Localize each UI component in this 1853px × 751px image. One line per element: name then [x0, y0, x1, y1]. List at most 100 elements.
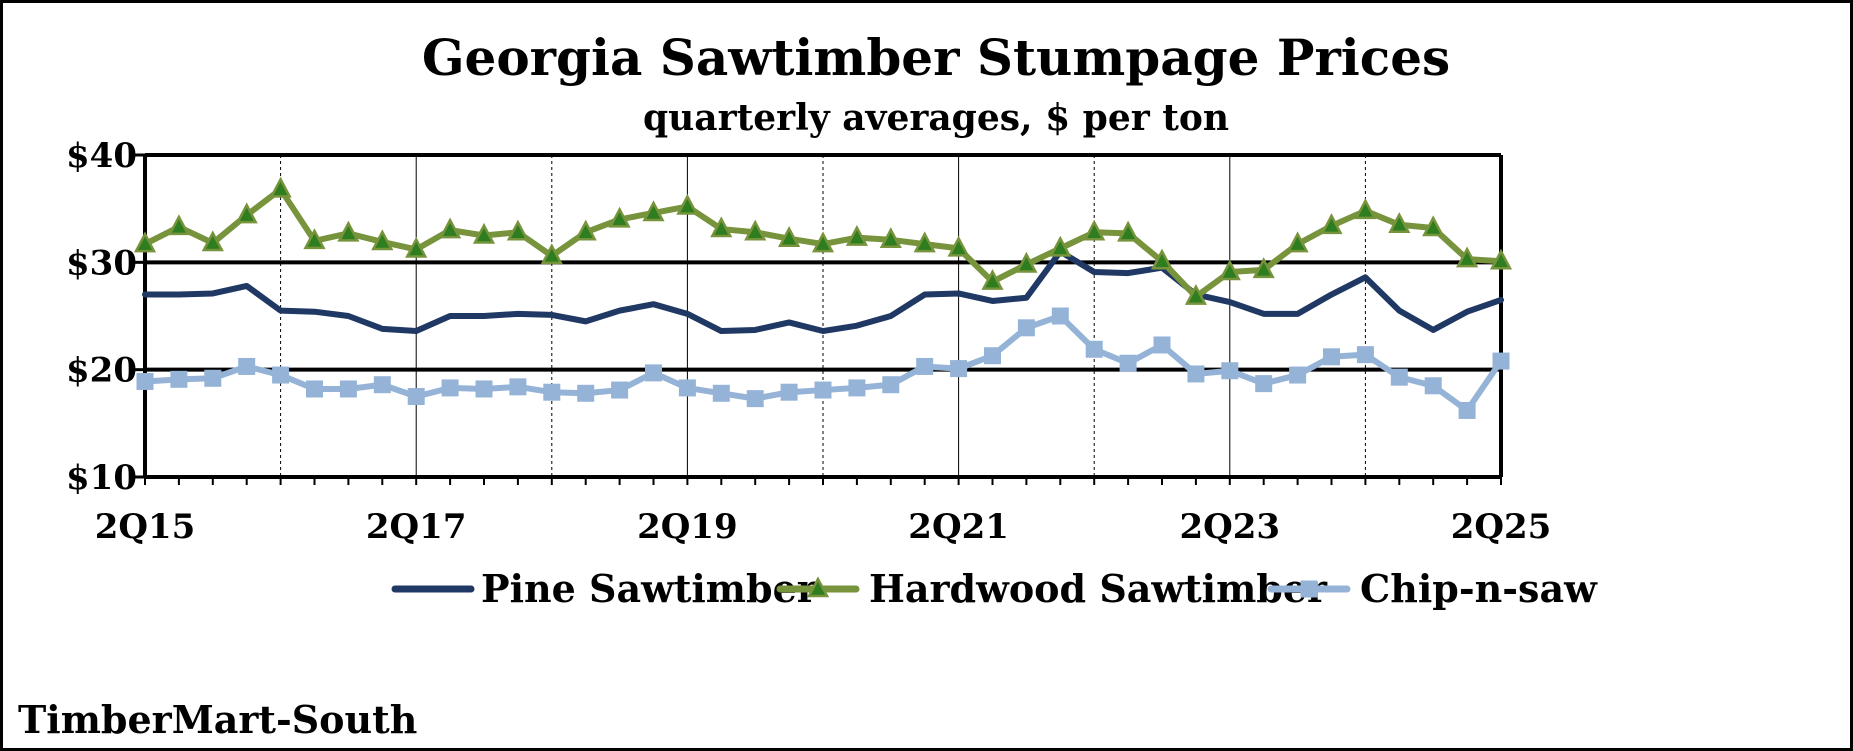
data-point-chip-n-saw: [204, 369, 222, 387]
data-point-hardwood-sawtimber: [1049, 235, 1072, 257]
data-point-chip-n-saw: [170, 370, 188, 388]
data-point-chip-n-saw: [848, 379, 866, 397]
data-point-chip-n-saw: [339, 380, 357, 398]
data-point-chip-n-saw: [950, 360, 968, 378]
data-point-chip-n-saw: [306, 380, 323, 398]
data-point-hardwood-sawtimber: [303, 228, 326, 250]
data-point-chip-n-saw: [543, 383, 561, 401]
y-tick-label: $30: [66, 243, 137, 283]
data-point-hardwood-sawtimber: [1218, 259, 1241, 281]
series-pine-sawtimber: [142, 248, 1504, 335]
legend-item-pine-sawtimber: Pine Sawtimber: [391, 566, 818, 611]
legend-label-pine-sawtimber: Pine Sawtimber: [481, 566, 818, 611]
data-point-hardwood-sawtimber: [337, 220, 360, 242]
data-point-chip-n-saw: [272, 366, 290, 384]
data-point-hardwood-sawtimber: [981, 268, 1004, 290]
data-point-chip-n-saw: [814, 381, 832, 399]
data-point-chip-n-saw: [645, 364, 662, 382]
data-point-hardwood-sawtimber: [1354, 198, 1377, 220]
data-point-hardwood-sawtimber: [472, 222, 496, 244]
data-point-hardwood-sawtimber: [608, 206, 631, 228]
data-point-chip-n-saw: [1289, 366, 1307, 384]
x-tick-label: 2Q19: [637, 507, 738, 547]
data-point-hardwood-sawtimber: [676, 193, 699, 215]
data-point-hardwood-sawtimber: [1184, 284, 1207, 305]
x-tick-label: 2Q21: [908, 507, 1009, 547]
data-point-hardwood-sawtimber: [1015, 251, 1038, 273]
x-axis-tick-labels: 2Q15 2Q17 2Q19 2Q21 2Q23 2Q25: [95, 507, 1552, 547]
y-tick-label: $40: [66, 136, 137, 176]
series-chip-n-saw: [136, 307, 1510, 419]
legend: Pine Sawtimber Hardwood Sawtimber Chip-n-s…: [391, 566, 1598, 611]
y-axis-tick-labels: $10 $20 $30 $40: [66, 136, 137, 498]
data-point-chip-n-saw: [984, 347, 1001, 365]
data-point-chip-n-saw: [1356, 346, 1374, 364]
data-point-chip-n-saw: [1492, 352, 1510, 370]
data-point-chip-n-saw: [1017, 319, 1035, 337]
data-point-chip-n-saw: [1424, 377, 1442, 395]
data-point-chip-n-saw: [441, 379, 459, 397]
legend-marker-hardwood-sawtimber: [806, 576, 830, 598]
data-point-chip-n-saw: [1323, 348, 1340, 366]
data-point-chip-n-saw: [1051, 307, 1069, 325]
data-point-hardwood-sawtimber: [1388, 212, 1411, 234]
data-point-chip-n-saw: [373, 376, 391, 394]
data-point-hardwood-sawtimber: [778, 226, 801, 247]
data-point-chip-n-saw: [1153, 336, 1171, 354]
data-point-hardwood-sawtimber: [201, 230, 224, 252]
legend-label-hardwood-sawtimber: Hardwood Sawtimber: [869, 566, 1328, 611]
legend-marker-chip-n-saw: [1300, 580, 1318, 598]
legend-item-chip-n-saw: Chip-n-saw: [1267, 566, 1598, 611]
data-point-hardwood-sawtimber: [1252, 257, 1275, 279]
series-layer: [133, 176, 1513, 419]
data-point-chip-n-saw: [136, 372, 154, 390]
x-tick-label: 2Q23: [1180, 507, 1281, 547]
data-point-hardwood-sawtimber: [269, 176, 292, 198]
data-point-hardwood-sawtimber: [1286, 231, 1309, 253]
data-point-chip-n-saw: [1187, 365, 1205, 383]
data-point-hardwood-sawtimber: [506, 219, 529, 241]
data-point-chip-n-saw: [1390, 368, 1408, 386]
data-point-chip-n-saw: [1255, 375, 1273, 393]
data-point-chip-n-saw: [238, 357, 256, 375]
chart-subtitle: quarterly averages, $ per ton: [643, 97, 1229, 139]
data-point-hardwood-sawtimber: [1489, 248, 1513, 270]
data-point-hardwood-sawtimber: [1456, 246, 1479, 268]
x-tick-label: 2Q15: [95, 507, 196, 547]
data-point-chip-n-saw: [407, 388, 425, 405]
data-point-hardwood-sawtimber: [879, 227, 902, 249]
data-point-hardwood-sawtimber: [1083, 219, 1106, 241]
data-point-hardwood-sawtimber: [371, 229, 394, 251]
data-point-hardwood-sawtimber: [540, 243, 563, 265]
data-point-hardwood-sawtimber: [811, 231, 835, 253]
data-point-chip-n-saw: [1119, 354, 1137, 372]
data-point-chip-n-saw: [475, 380, 493, 398]
line-chart: Georgia Sawtimber Stumpage Prices quarte…: [18, 28, 1598, 742]
data-point-hardwood-sawtimber: [913, 231, 936, 253]
axes: [135, 153, 1503, 485]
data-point-chip-n-saw: [1458, 401, 1476, 419]
data-point-chip-n-saw: [746, 390, 764, 408]
data-point-hardwood-sawtimber: [744, 219, 767, 241]
data-point-hardwood-sawtimber: [710, 216, 733, 238]
series-line-pine-sawtimber: [142, 248, 1504, 335]
data-point-chip-n-saw: [509, 378, 527, 396]
data-point-hardwood-sawtimber: [845, 224, 868, 246]
x-tick-label: 2Q17: [366, 507, 467, 547]
data-point-hardwood-sawtimber: [439, 217, 462, 239]
data-point-chip-n-saw: [678, 379, 696, 397]
data-point-hardwood-sawtimber: [1117, 220, 1140, 242]
data-point-hardwood-sawtimber: [133, 231, 157, 253]
data-point-chip-n-saw: [611, 381, 629, 399]
data-point-hardwood-sawtimber: [1150, 248, 1174, 270]
data-point-hardwood-sawtimber: [574, 219, 597, 241]
y-tick-label: $10: [66, 458, 137, 498]
source-label: TimberMart-South: [18, 697, 417, 742]
x-tick-label: 2Q25: [1451, 507, 1552, 547]
data-point-hardwood-sawtimber: [947, 235, 970, 257]
data-point-hardwood-sawtimber: [235, 202, 258, 224]
data-point-hardwood-sawtimber: [167, 214, 190, 236]
data-point-hardwood-sawtimber: [642, 200, 665, 222]
data-point-chip-n-saw: [882, 376, 900, 394]
